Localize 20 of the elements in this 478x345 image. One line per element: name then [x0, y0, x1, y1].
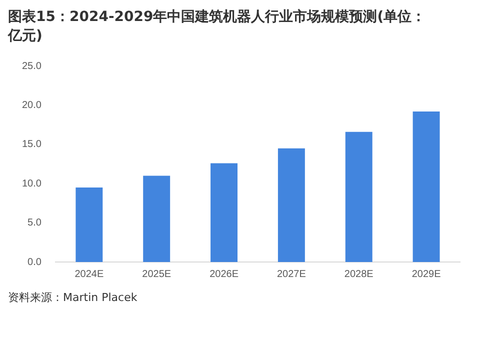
x-tick-label: 2028E	[344, 268, 374, 280]
bar	[345, 132, 372, 262]
chart-title: 图表15：2024-2029年中国建筑机器人行业市场规模预测(单位：亿元)	[8, 8, 427, 46]
bar	[412, 111, 440, 262]
bar	[76, 188, 103, 262]
x-tick-label: 2027E	[276, 268, 306, 280]
bar	[278, 148, 305, 262]
y-tick-label: 25.0	[22, 60, 42, 72]
bar	[210, 163, 238, 262]
text: 资料来源：Martin Placek	[8, 290, 138, 305]
y-tick-label: 20.0	[22, 100, 42, 111]
y-tick-label: 10.0	[22, 178, 42, 190]
bar	[143, 176, 170, 262]
y-tick-label: 5.0	[28, 218, 42, 229]
x-tick-label: 2025E	[142, 268, 172, 280]
y-tick-label: 0.0	[28, 256, 42, 268]
x-tick-label: 2026E	[210, 268, 239, 280]
x-tick-label: 2029E	[412, 268, 442, 280]
x-tick-label: 2024E	[74, 268, 104, 280]
y-tick-label: 15.0	[22, 139, 42, 150]
